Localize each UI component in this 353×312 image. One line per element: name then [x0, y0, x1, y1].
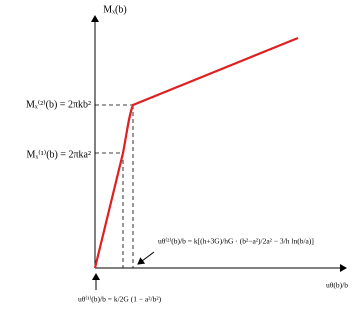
second-annotation: uθ⁽²⁾(b)/b = k[(h+3G)/hG · (b²−a²)/2a² −… [158, 237, 314, 246]
lower-level-label: Mₓ⁽¹⁾(b) = 2πka² [27, 149, 92, 160]
response-curve [93, 36, 299, 269]
x-axis-label: uθ(b)/b [326, 281, 348, 290]
upper-level-label: Mₓ⁽²⁾(b) = 2πkb² [26, 99, 91, 110]
y-axis-label: Mₓ(b) [103, 4, 126, 15]
guides [95, 104, 134, 268]
arrow [137, 251, 155, 265]
first-annotation: uθ⁽¹⁾(b)/b = k/2G (1 − a²/b²) [78, 295, 162, 304]
